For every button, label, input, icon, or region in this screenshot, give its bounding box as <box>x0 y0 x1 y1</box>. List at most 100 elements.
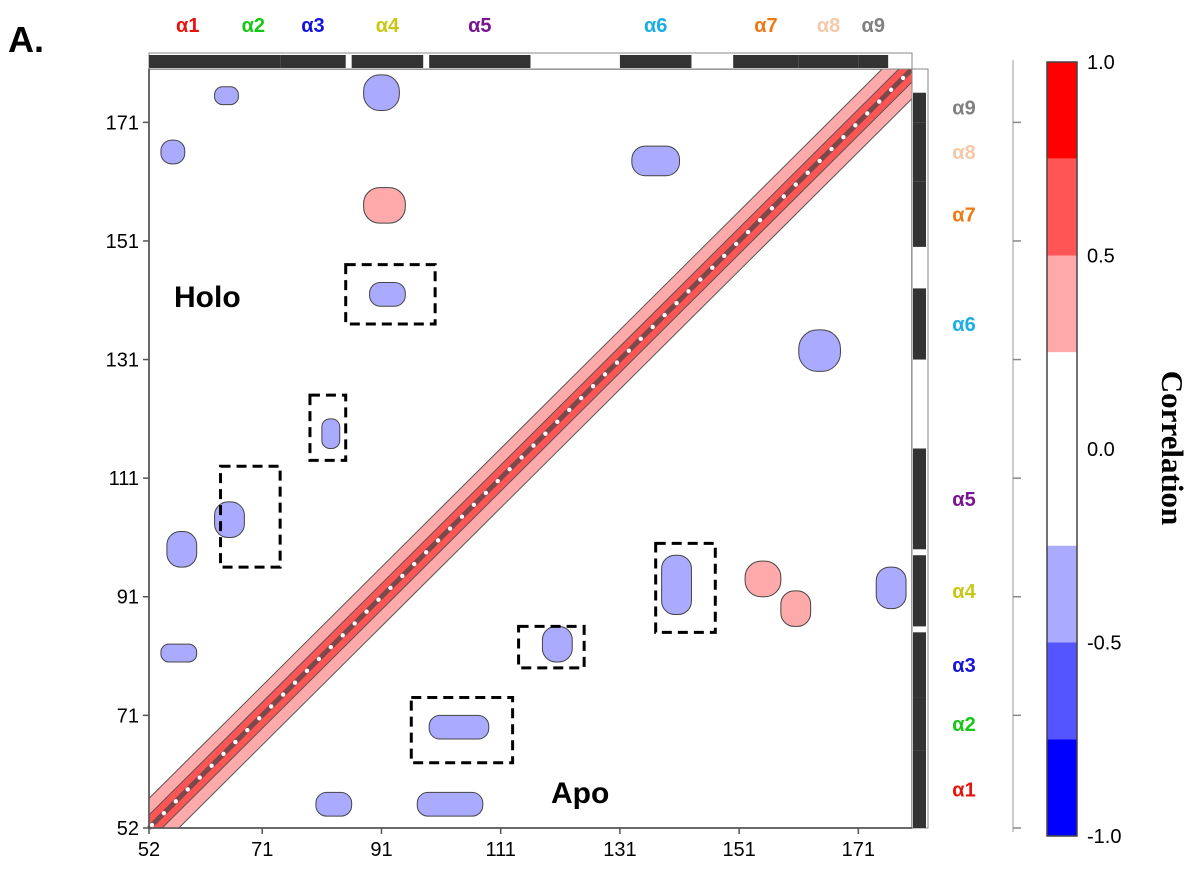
highlight-boxes <box>219 263 717 765</box>
colorbar-band <box>1047 255 1077 353</box>
correlation-patches <box>160 74 907 817</box>
top-helix-segment <box>858 55 889 68</box>
diagonal-dot <box>769 206 775 211</box>
diagonal-dot <box>614 360 620 365</box>
x-tick-label: 91 <box>370 839 392 861</box>
x-tick-label: 171 <box>842 839 875 861</box>
diagonal-dot <box>805 170 810 175</box>
colorbar-band <box>1047 352 1077 546</box>
top-helix-segment <box>798 55 859 68</box>
diagonal-dot <box>423 550 429 555</box>
y-tick-label: 91 <box>117 587 139 609</box>
holo-label: Holo <box>174 281 241 314</box>
diagonal-dot <box>149 822 155 828</box>
diagonal-dot <box>543 431 548 436</box>
top-helix-segment <box>733 55 799 68</box>
colorbar-tick-label: 0.5 <box>1087 246 1115 268</box>
diagonal-dot <box>722 253 727 258</box>
diagonal-dot <box>435 538 441 543</box>
diagonal-dot <box>376 597 381 602</box>
correlation-patch <box>369 281 406 307</box>
diagonal-dot <box>757 218 763 223</box>
correlation-patch <box>541 625 573 663</box>
diagonal-dot <box>877 99 882 104</box>
top-helix-label: α2 <box>242 15 265 37</box>
diagonal-dot <box>793 182 798 187</box>
diagonal-dot <box>817 158 822 164</box>
top-helix-label: α7 <box>754 15 777 37</box>
right-helix-segment <box>913 288 926 360</box>
right-helix-label: α1 <box>952 779 975 801</box>
diagonal-dot <box>578 395 584 401</box>
diagonal-dot <box>674 301 679 306</box>
diagonal-dot <box>447 526 453 531</box>
correlation-patch <box>160 139 186 165</box>
colorbar-title: Correlation <box>1155 371 1190 525</box>
x-tick-label: 111 <box>485 839 515 861</box>
diagonal-dot <box>781 194 787 199</box>
right-helix-bar: α1 α2 α3 α4 α5 α6 α7 α8 α9 <box>911 68 977 829</box>
diagonal-dot <box>352 621 357 626</box>
diagonal-dot <box>185 787 190 792</box>
right-helix-label: α9 <box>952 98 975 120</box>
diagonal-dot <box>555 419 560 425</box>
colorbar-tick-label: 1.0 <box>1087 52 1115 74</box>
correlation-patch <box>744 560 782 598</box>
correlation-patch <box>780 590 812 627</box>
diagonal-dot <box>173 799 179 804</box>
right-helix-segment <box>913 697 926 751</box>
correlation-patch <box>166 531 198 568</box>
colorbar-tick-label: 0.0 <box>1087 439 1115 461</box>
diagonal-dot <box>733 241 739 247</box>
y-tick-label: 71 <box>117 705 139 727</box>
right-helix-label: α5 <box>952 489 975 511</box>
y-tick-label: 171 <box>106 112 139 134</box>
y-tick-label: 151 <box>106 231 139 253</box>
diagonal-dot <box>221 751 226 757</box>
correlation-patch <box>428 714 490 740</box>
top-helix-label: α5 <box>468 15 491 37</box>
diagonal-dot <box>900 75 906 81</box>
colorbar-band <box>1047 642 1077 740</box>
diagonal-dot <box>459 514 465 519</box>
right-helix-label: α8 <box>952 142 975 164</box>
diagonal-dot <box>161 810 167 816</box>
correlation-patch <box>416 791 484 817</box>
diagonal-dot <box>626 348 632 353</box>
x-tick-label: 52 <box>138 839 160 861</box>
x-tick-label: 71 <box>251 839 273 861</box>
right-helix-label: α4 <box>952 581 976 603</box>
diagonal-dot <box>388 585 393 591</box>
colorbar-band <box>1047 158 1077 256</box>
top-helix-segment <box>280 55 346 68</box>
diagonal-dot <box>233 739 238 745</box>
diagonal-dot <box>519 455 524 460</box>
diagonal-dot <box>841 134 846 140</box>
right-helix-label: α2 <box>952 714 975 736</box>
right-helix-label: α6 <box>952 314 975 336</box>
highlight-box <box>409 696 515 765</box>
top-helix-segment <box>619 55 692 68</box>
diagonal-dot <box>245 727 250 733</box>
diagonal-dot <box>853 123 858 128</box>
right-helix-segment <box>913 632 926 698</box>
diagonal-band <box>147 67 914 830</box>
top-helix-segment <box>226 55 281 68</box>
diagonal-dot <box>328 644 334 650</box>
colorbar: 1.0 0.5 0.0 -0.5 -1.0 Correlation <box>1046 52 1190 848</box>
diagonal-dot <box>507 467 512 472</box>
top-helix-bar: α1 α2 α3 α4 α5 α6 α7 α8 α9 <box>148 15 913 70</box>
panel-label: A. <box>8 19 44 60</box>
diagonal-dot <box>280 692 286 697</box>
diagonal-dot <box>340 633 345 638</box>
diagonal-dot <box>662 312 667 318</box>
diagonal-dot <box>197 775 202 780</box>
highlight-box <box>344 263 437 326</box>
diagonal-dot <box>304 668 310 674</box>
top-helix-label: α4 <box>376 15 400 37</box>
top-helix-label: α9 <box>862 15 885 37</box>
top-helix-label: α1 <box>176 15 199 37</box>
diagonal-dot <box>650 324 655 330</box>
correlation-patch <box>661 554 692 616</box>
diagonal-dot <box>257 716 262 721</box>
